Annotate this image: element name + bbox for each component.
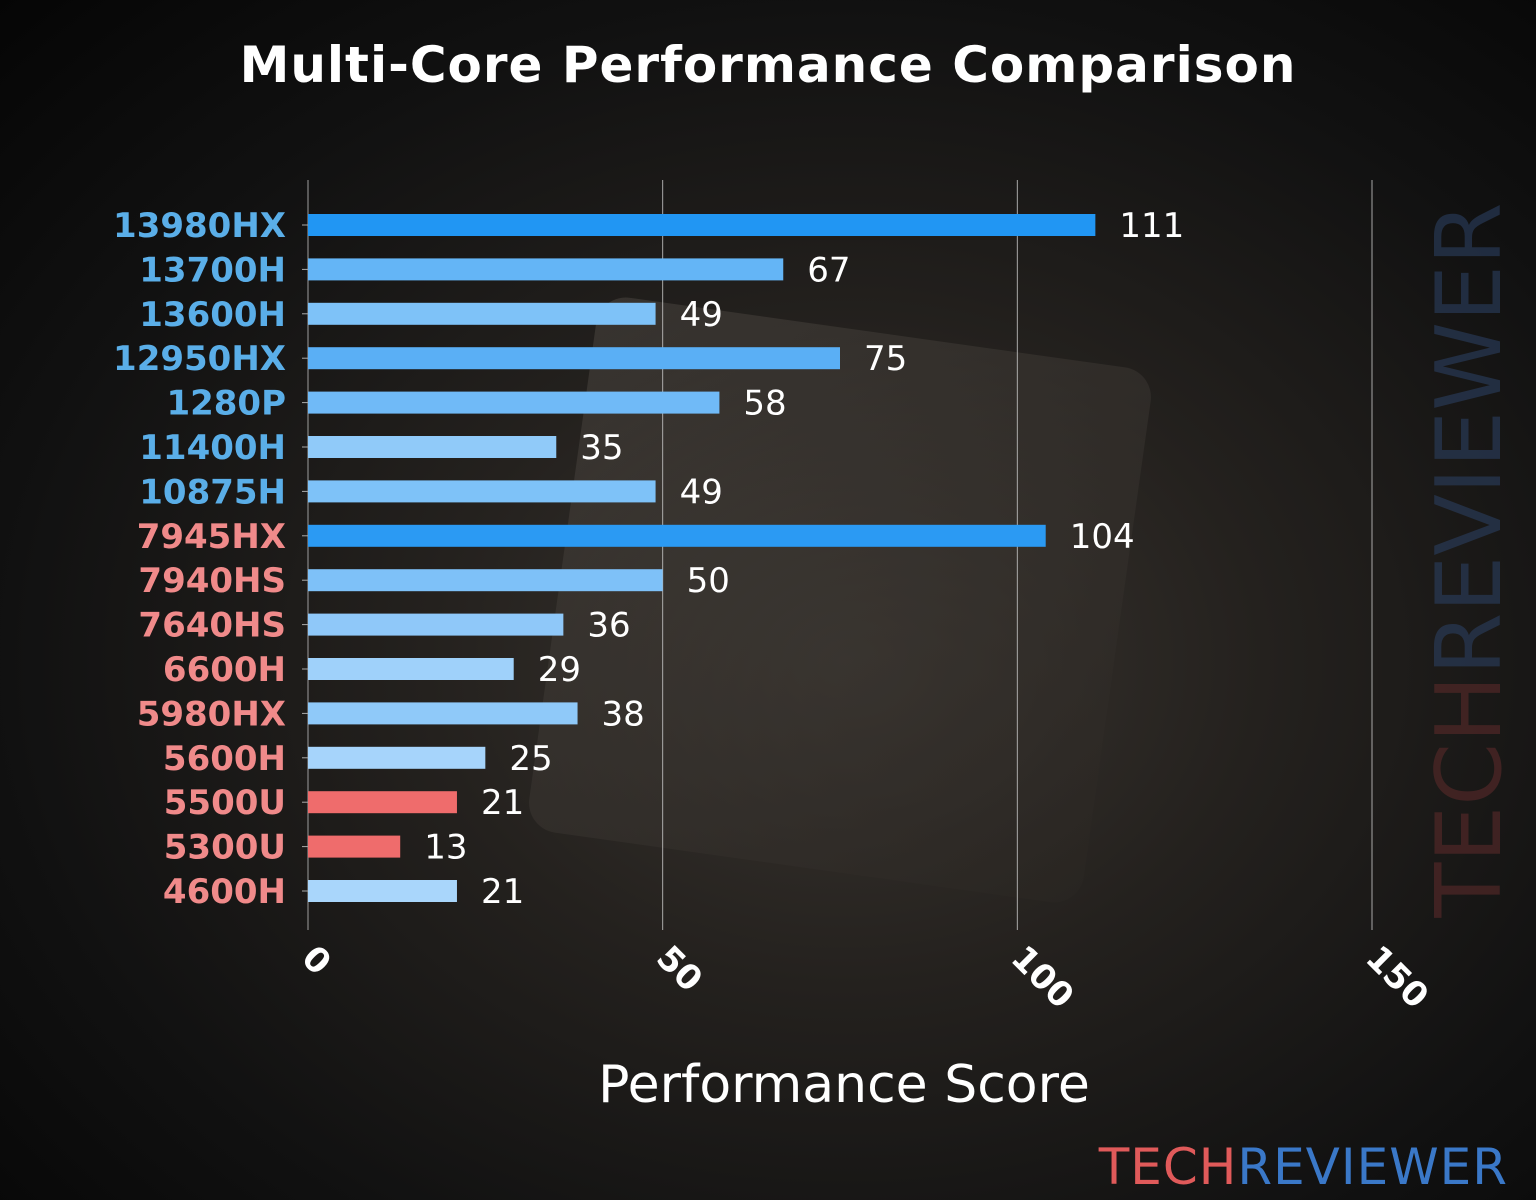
data-label: 21	[481, 783, 524, 823]
data-label: 58	[743, 384, 786, 424]
y-tick-label: 13600H	[139, 295, 286, 335]
y-tick-label: 5600H	[163, 739, 286, 779]
y-tick-label: 5980HX	[137, 694, 286, 734]
data-label: 36	[587, 606, 630, 646]
x-tick-label: 100	[1003, 938, 1081, 1016]
y-tick-label: 1280P	[166, 384, 286, 424]
bar	[308, 436, 557, 458]
bar	[308, 347, 840, 370]
y-tick-label: 7945HX	[137, 517, 286, 557]
logo-reviewer: REVIEWER	[1237, 1138, 1508, 1196]
data-label: 49	[680, 472, 723, 512]
x-tick-label: 150	[1358, 938, 1436, 1016]
x-tick-label: 50	[648, 938, 710, 1000]
y-tick-label: 13980HX	[113, 206, 286, 246]
bar	[308, 791, 457, 814]
data-label: 104	[1070, 517, 1135, 557]
chart-title: Multi-Core Performance Comparison	[239, 36, 1297, 94]
bar	[308, 569, 663, 592]
bar	[308, 746, 486, 769]
y-tick-label: 6600H	[163, 650, 286, 690]
data-label: 13	[424, 828, 467, 868]
y-tick-label: 7940HS	[138, 561, 286, 601]
data-label: 111	[1119, 206, 1184, 246]
data-label: 75	[864, 339, 907, 379]
logo-tech: TECH	[1098, 1138, 1238, 1196]
bar	[308, 391, 720, 414]
bar	[308, 613, 564, 636]
bar	[308, 835, 401, 858]
y-tick-label: 7640HS	[138, 606, 286, 646]
data-label: 49	[680, 295, 723, 335]
bar	[308, 702, 578, 725]
y-tick-label: 5500U	[164, 783, 286, 823]
logo: TECHREVIEWER	[1099, 1138, 1508, 1196]
y-tick-label: 13700H	[139, 250, 286, 290]
bar	[308, 302, 656, 325]
y-tick-label: 5300U	[164, 828, 286, 868]
x-tick-label: 0	[294, 938, 339, 983]
bar	[308, 214, 1096, 236]
data-label: 67	[807, 250, 850, 290]
y-tick-label: 12950HX	[113, 339, 286, 379]
y-tick-label: 11400H	[139, 428, 286, 468]
y-tick-label: 10875H	[139, 472, 286, 512]
data-label: 35	[580, 428, 623, 468]
bar	[308, 658, 514, 680]
x-axis-label: Performance Score	[598, 1055, 1090, 1115]
data-label: 21	[481, 872, 524, 912]
bar	[308, 880, 457, 902]
data-label: 25	[509, 739, 552, 779]
bar	[308, 258, 784, 281]
y-tick-label: 4600H	[163, 872, 286, 912]
bar	[308, 480, 656, 503]
data-label: 29	[538, 650, 581, 690]
bar	[308, 524, 1046, 547]
data-label: 38	[602, 694, 645, 734]
data-label: 50	[687, 561, 730, 601]
